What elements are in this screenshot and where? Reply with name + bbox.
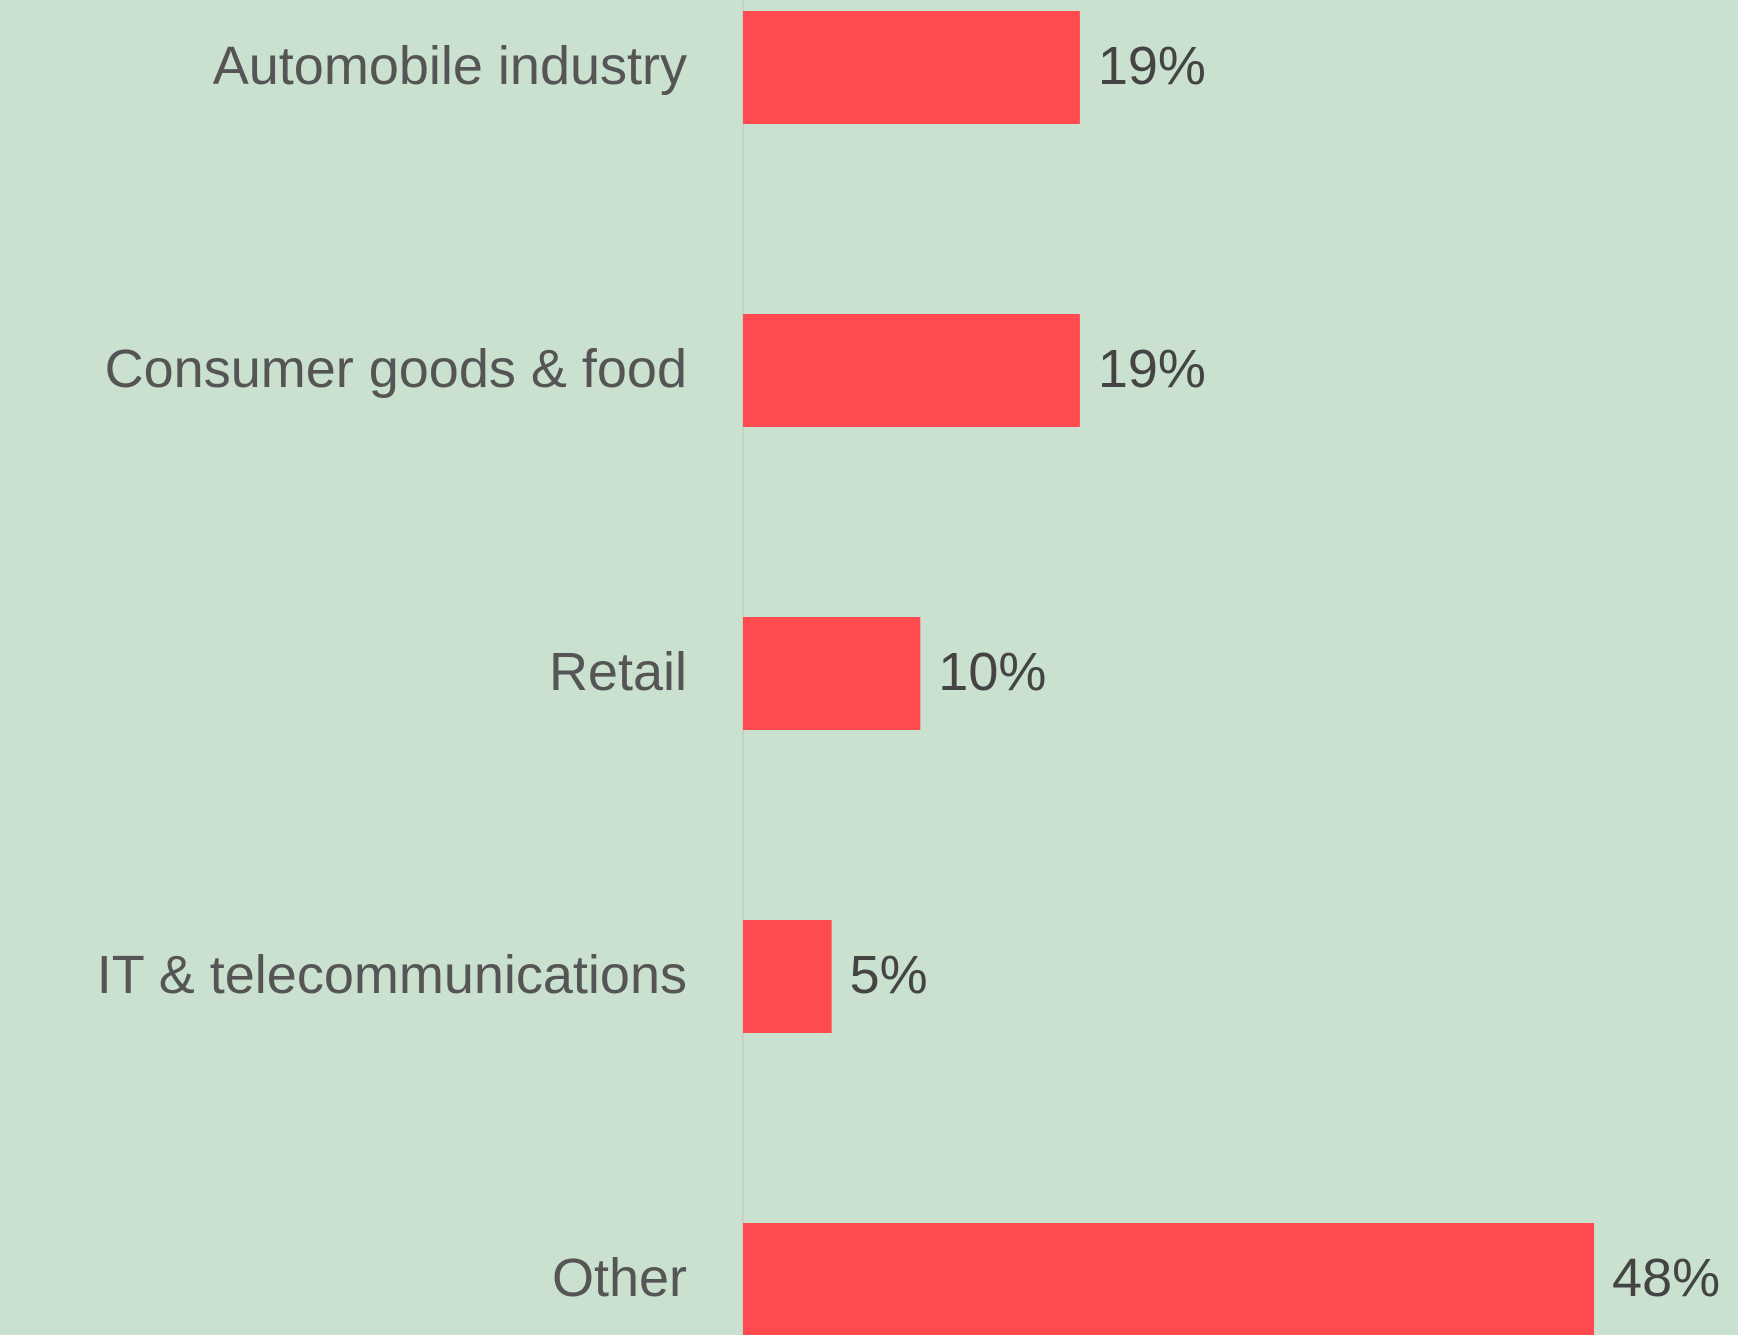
bar [743, 314, 1080, 427]
category-label: Retail [549, 642, 687, 702]
value-label: 48% [1612, 1248, 1720, 1308]
category-label: Other [552, 1248, 687, 1308]
value-label: 10% [938, 642, 1046, 702]
bar [743, 1223, 1595, 1335]
value-label: 19% [1098, 36, 1206, 96]
bar [743, 920, 832, 1033]
bar [743, 617, 921, 730]
category-label: Automobile industry [213, 36, 687, 96]
bar [743, 11, 1080, 124]
value-label: 5% [850, 945, 928, 1005]
category-label: IT & telecommunications [97, 945, 687, 1005]
category-label: Consumer goods & food [105, 339, 687, 399]
value-label: 19% [1098, 339, 1206, 399]
